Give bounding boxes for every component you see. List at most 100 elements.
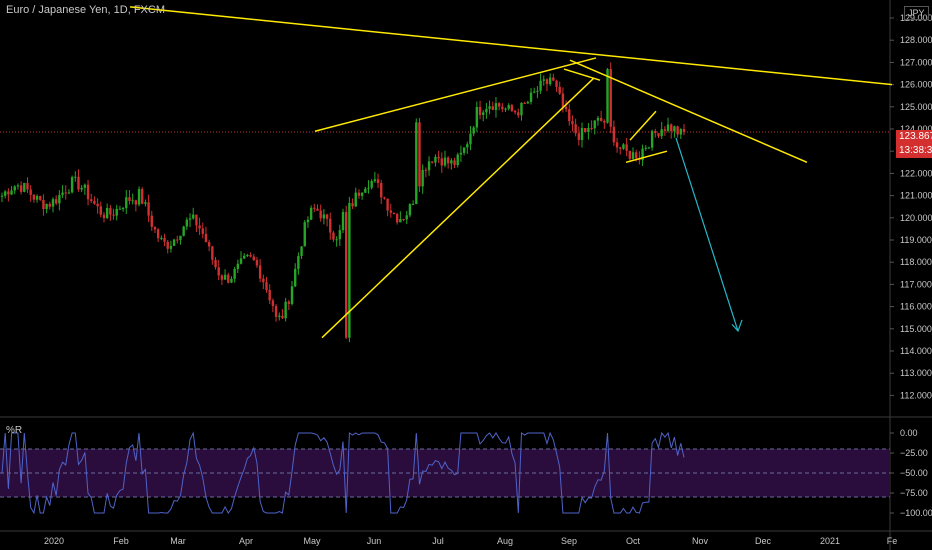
candle — [220, 275, 224, 280]
candle — [16, 185, 20, 187]
candle — [411, 203, 415, 205]
price-tick-label: 117.000 — [900, 279, 932, 289]
top-connector-line — [563, 68, 601, 81]
candle — [654, 130, 657, 134]
candle — [577, 133, 581, 140]
candle — [3, 191, 7, 196]
candle — [128, 197, 131, 202]
candle — [475, 106, 479, 128]
pennant-line — [625, 150, 668, 164]
candle — [628, 150, 632, 159]
candle — [603, 120, 606, 123]
candle — [539, 80, 542, 91]
candle — [303, 222, 306, 247]
candle — [258, 265, 262, 279]
candle — [287, 301, 291, 304]
time-axis-label: 2020 — [44, 536, 64, 546]
candle — [115, 208, 118, 216]
candle — [619, 147, 622, 149]
candle — [217, 267, 220, 276]
candle — [453, 160, 456, 166]
price-tick-label: 115.000 — [900, 324, 932, 334]
candle — [141, 189, 144, 204]
candle — [357, 192, 361, 196]
price-tick-label: 119.000 — [900, 235, 932, 245]
time-axis-label: Dec — [755, 536, 772, 546]
wr-tick-label: 0.00 — [900, 428, 918, 438]
candle — [427, 161, 431, 171]
candle — [625, 144, 628, 151]
candle — [195, 214, 198, 226]
candle — [657, 133, 660, 137]
candle — [466, 144, 469, 148]
candle — [207, 242, 211, 247]
price-tick-label: 122.000 — [900, 168, 932, 178]
candle — [450, 160, 453, 164]
candle — [478, 106, 482, 115]
candle — [96, 203, 99, 207]
wr-tick-label: −100.00 — [900, 508, 932, 518]
candle — [673, 126, 676, 132]
time-axis-label: Feb — [113, 536, 129, 546]
candle — [644, 147, 647, 149]
candle — [526, 101, 530, 104]
candle — [370, 181, 373, 188]
candle — [211, 246, 214, 260]
candle — [249, 255, 252, 257]
time-axis-label: Fe — [887, 536, 898, 546]
candle — [300, 246, 303, 256]
candle — [676, 126, 679, 135]
candle — [185, 219, 189, 227]
candle — [440, 158, 443, 166]
candle — [109, 207, 112, 215]
candle — [341, 211, 345, 231]
candle — [233, 268, 236, 279]
candle — [147, 202, 150, 216]
candle — [137, 189, 141, 205]
candle — [612, 126, 616, 143]
candle — [201, 228, 204, 234]
candle — [568, 109, 571, 122]
currency-badge[interactable]: JPY — [904, 6, 929, 20]
candle — [663, 129, 667, 131]
candle — [64, 192, 67, 194]
price-tick-label: 113.000 — [900, 368, 932, 378]
candle — [395, 214, 399, 223]
candle — [45, 203, 48, 210]
candle — [523, 102, 526, 104]
price-tick-label: 126.000 — [900, 80, 932, 90]
candle — [227, 274, 230, 283]
candle — [383, 197, 386, 199]
candle — [239, 258, 243, 264]
candle — [80, 187, 83, 190]
candle — [322, 214, 326, 219]
candle — [392, 212, 396, 215]
candle — [176, 239, 179, 241]
candle — [26, 183, 29, 190]
candle — [0, 195, 4, 197]
candle — [58, 194, 61, 204]
candle — [131, 200, 134, 202]
candle — [316, 208, 319, 211]
rising-support-line — [321, 77, 595, 339]
candle — [332, 232, 335, 240]
candle — [584, 127, 587, 132]
price-tick-label: 118.000 — [900, 257, 932, 267]
candle — [102, 214, 106, 219]
candle — [561, 93, 565, 108]
candle — [424, 169, 428, 171]
candle — [415, 122, 418, 204]
candle — [278, 315, 281, 317]
candle — [497, 103, 501, 107]
candle — [408, 204, 412, 216]
price-tick-label: 114.000 — [900, 346, 932, 356]
candle — [61, 192, 64, 195]
candle — [679, 129, 683, 135]
candle — [596, 117, 600, 121]
candle — [606, 69, 609, 123]
candle — [319, 210, 322, 219]
candle — [48, 203, 52, 207]
pennant-line — [629, 110, 657, 141]
candle — [494, 103, 498, 110]
candle — [555, 80, 558, 87]
